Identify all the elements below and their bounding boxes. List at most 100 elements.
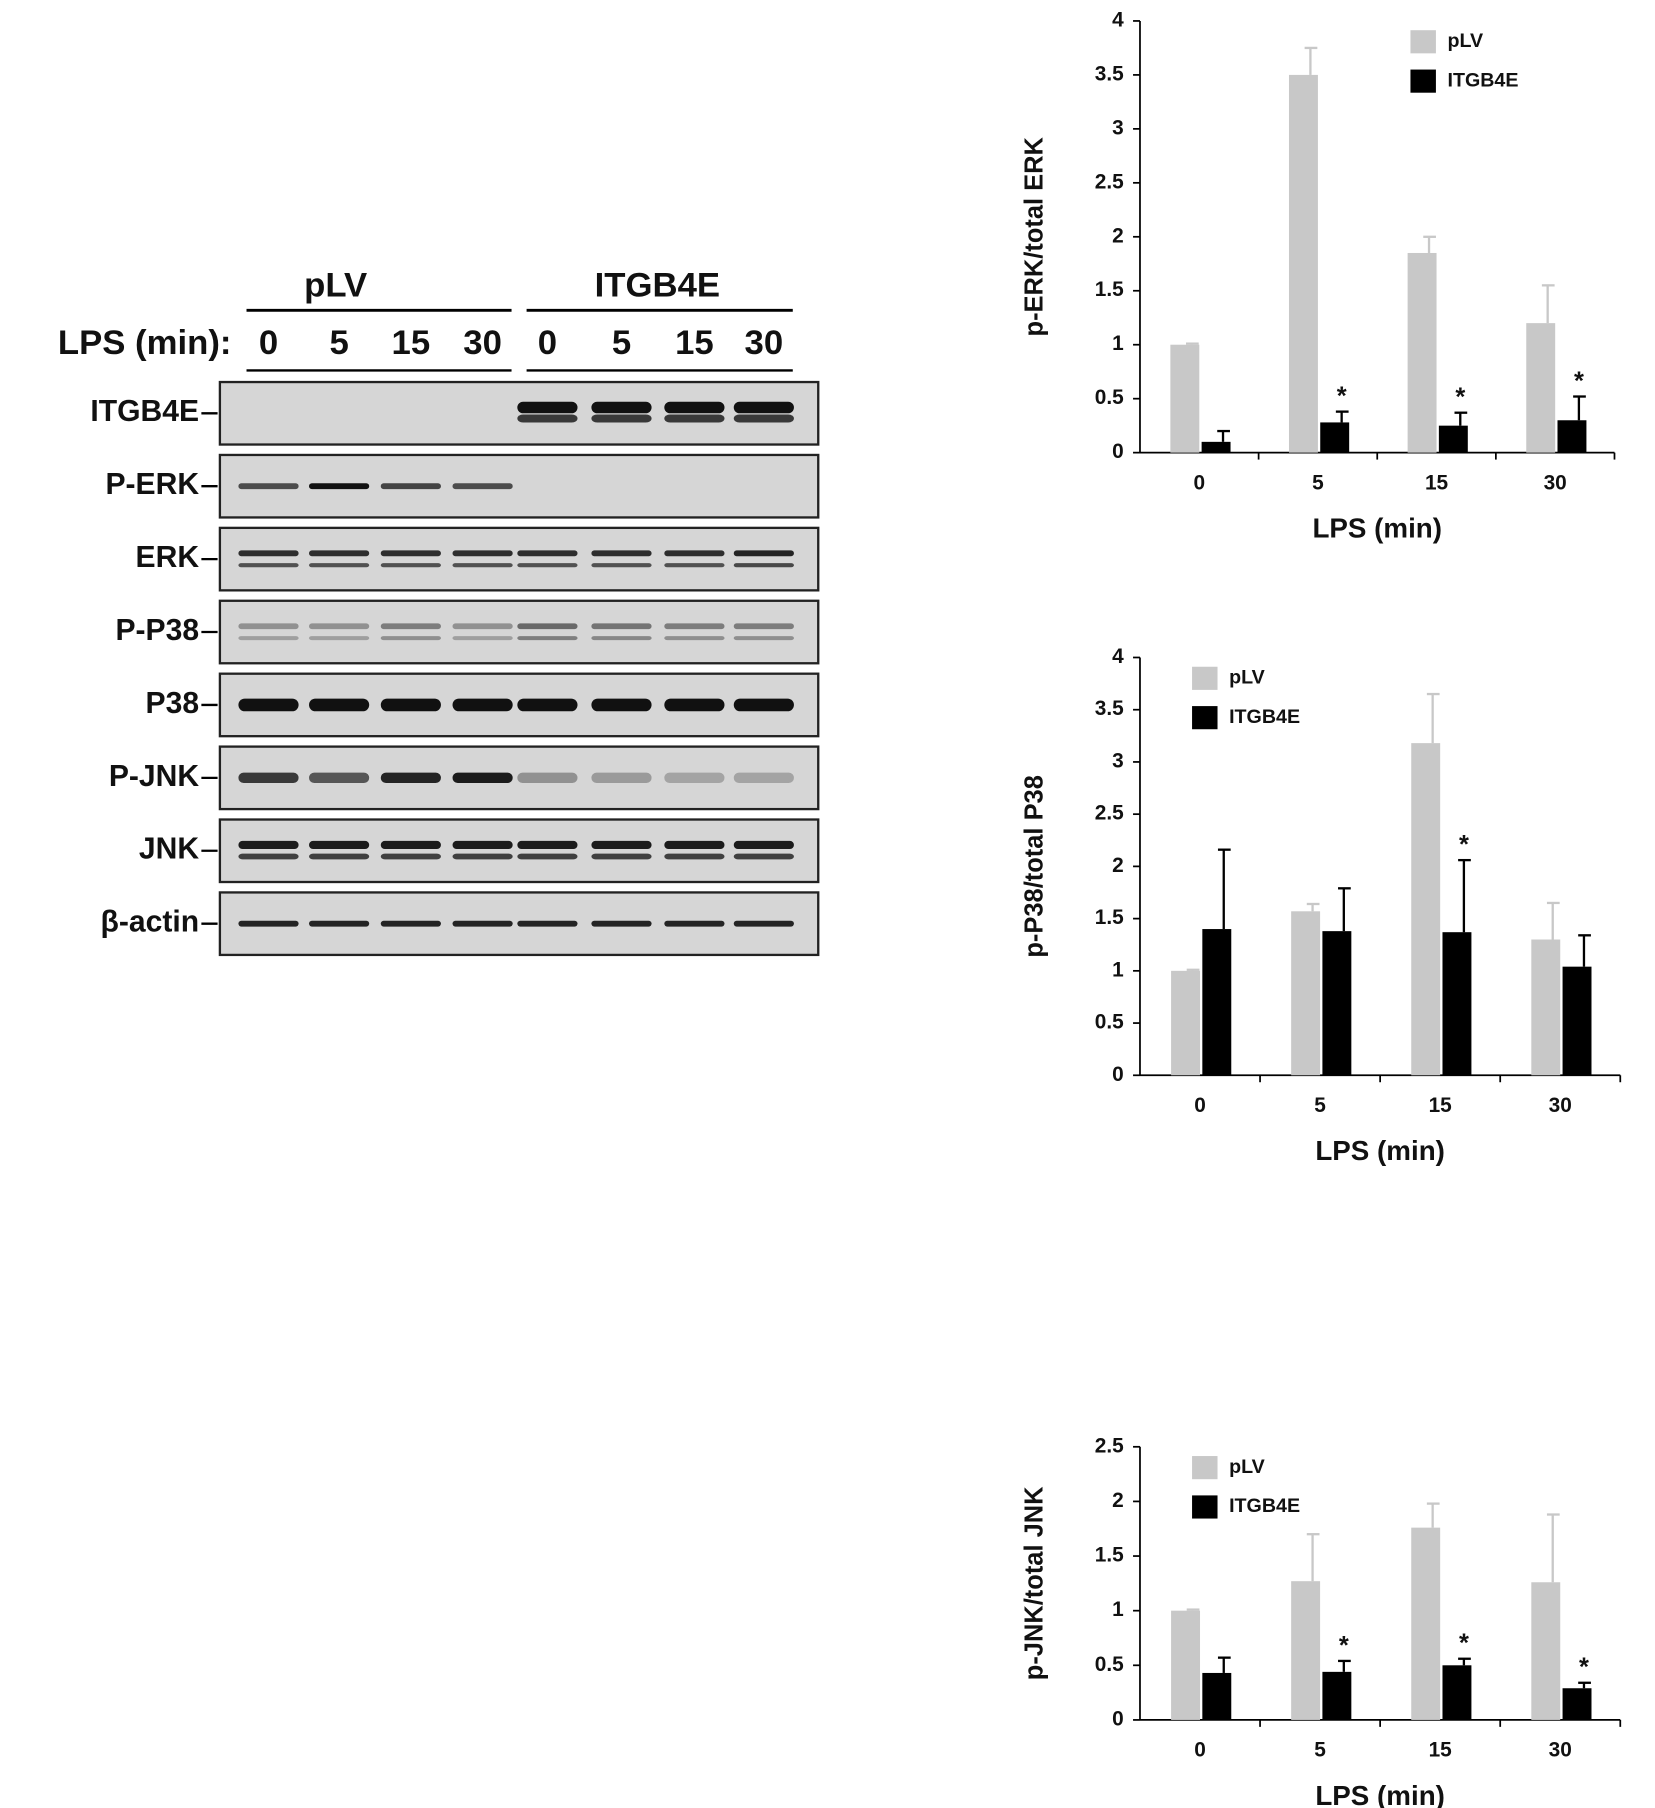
lane-label: 15 bbox=[675, 324, 714, 362]
band bbox=[452, 483, 513, 490]
legend-swatch bbox=[1410, 69, 1436, 93]
error-bar bbox=[1578, 934, 1591, 967]
band bbox=[452, 698, 513, 712]
band bbox=[380, 483, 441, 490]
y-tick-label: 2 bbox=[1112, 224, 1124, 247]
y-tick-label: 1 bbox=[1112, 1598, 1124, 1621]
band bbox=[591, 623, 652, 630]
band bbox=[517, 563, 578, 568]
bar bbox=[1291, 1581, 1321, 1720]
band bbox=[591, 550, 652, 557]
x-tick-label: 0 bbox=[1194, 1739, 1206, 1762]
band bbox=[591, 636, 652, 641]
bar bbox=[1442, 932, 1472, 1076]
band bbox=[380, 698, 441, 712]
y-tick-label: 2 bbox=[1112, 854, 1124, 877]
group-label: pLV bbox=[304, 266, 367, 304]
y-tick-label: 0 bbox=[1112, 1707, 1124, 1730]
blot-panel bbox=[218, 818, 820, 884]
band bbox=[309, 772, 370, 784]
band bbox=[309, 698, 370, 712]
significance-marker: * bbox=[1339, 1632, 1349, 1660]
error-bar bbox=[1426, 1502, 1440, 1528]
y-tick-label: 3.5 bbox=[1095, 62, 1124, 85]
bar bbox=[1438, 425, 1468, 453]
x-tick-label: 5 bbox=[1314, 1094, 1326, 1117]
band bbox=[664, 401, 725, 414]
error-bar bbox=[1304, 46, 1318, 75]
band bbox=[733, 840, 794, 850]
x-axis-label: LPS (min) bbox=[1315, 1780, 1445, 1808]
band bbox=[238, 698, 299, 712]
band bbox=[380, 840, 441, 850]
band bbox=[309, 563, 370, 568]
band bbox=[591, 698, 652, 712]
error-bar bbox=[1217, 1656, 1231, 1673]
band bbox=[591, 414, 652, 423]
band bbox=[238, 623, 299, 630]
y-axis-label: p-ERK/total ERK bbox=[1021, 136, 1049, 336]
bar bbox=[1288, 74, 1318, 453]
significance-marker: * bbox=[1455, 384, 1465, 412]
x-tick-label: 15 bbox=[1429, 1094, 1452, 1117]
lane-label: 5 bbox=[612, 324, 631, 362]
band bbox=[238, 483, 299, 490]
band bbox=[591, 772, 652, 784]
error-bar bbox=[1306, 1533, 1320, 1582]
band bbox=[733, 920, 794, 927]
legend-swatch bbox=[1192, 1456, 1218, 1480]
band bbox=[733, 623, 794, 630]
band bbox=[309, 636, 370, 641]
lane-label: 30 bbox=[463, 324, 502, 362]
error-bar bbox=[1458, 858, 1471, 933]
error-bar bbox=[1578, 1681, 1591, 1689]
band bbox=[664, 772, 725, 784]
y-tick-label: 1.5 bbox=[1095, 278, 1124, 301]
x-tick-label: 15 bbox=[1429, 1739, 1452, 1762]
x-tick-label: 5 bbox=[1314, 1739, 1326, 1762]
y-tick-label: 2 bbox=[1112, 1489, 1124, 1512]
bar bbox=[1322, 1671, 1352, 1720]
band bbox=[309, 840, 370, 850]
error-bar bbox=[1454, 411, 1468, 426]
band bbox=[733, 772, 794, 784]
band bbox=[664, 414, 725, 423]
band bbox=[238, 853, 299, 860]
x-tick-label: 0 bbox=[1193, 471, 1205, 494]
legend-label: pLV bbox=[1229, 667, 1265, 689]
band bbox=[517, 920, 578, 927]
bar bbox=[1562, 1688, 1592, 1720]
band bbox=[238, 563, 299, 568]
legend-label: ITGB4E bbox=[1229, 1495, 1300, 1517]
band bbox=[733, 698, 794, 712]
significance-marker: * bbox=[1459, 1630, 1469, 1658]
band bbox=[238, 920, 299, 927]
y-tick-label: 3.5 bbox=[1095, 697, 1124, 720]
row-label: ERK bbox=[136, 541, 200, 574]
band bbox=[452, 623, 513, 630]
bar bbox=[1202, 929, 1232, 1076]
error-bar bbox=[1573, 395, 1586, 421]
row-label: JNK bbox=[139, 833, 199, 866]
bar bbox=[1557, 420, 1587, 453]
band bbox=[452, 853, 513, 860]
band bbox=[452, 840, 513, 850]
band bbox=[380, 920, 441, 927]
band bbox=[309, 550, 370, 557]
band bbox=[380, 623, 441, 630]
y-tick-label: 1.5 bbox=[1095, 906, 1124, 929]
blot-panel bbox=[218, 599, 820, 665]
band bbox=[664, 636, 725, 641]
band bbox=[664, 698, 725, 712]
significance-marker: * bbox=[1459, 831, 1469, 859]
y-tick-label: 4 bbox=[1112, 8, 1124, 31]
band bbox=[517, 772, 578, 784]
band bbox=[380, 636, 441, 641]
band bbox=[452, 920, 513, 927]
error-bar bbox=[1186, 968, 1200, 971]
y-tick-label: 0 bbox=[1112, 1063, 1124, 1086]
bar bbox=[1526, 323, 1556, 453]
band bbox=[309, 853, 370, 860]
band bbox=[591, 920, 652, 927]
